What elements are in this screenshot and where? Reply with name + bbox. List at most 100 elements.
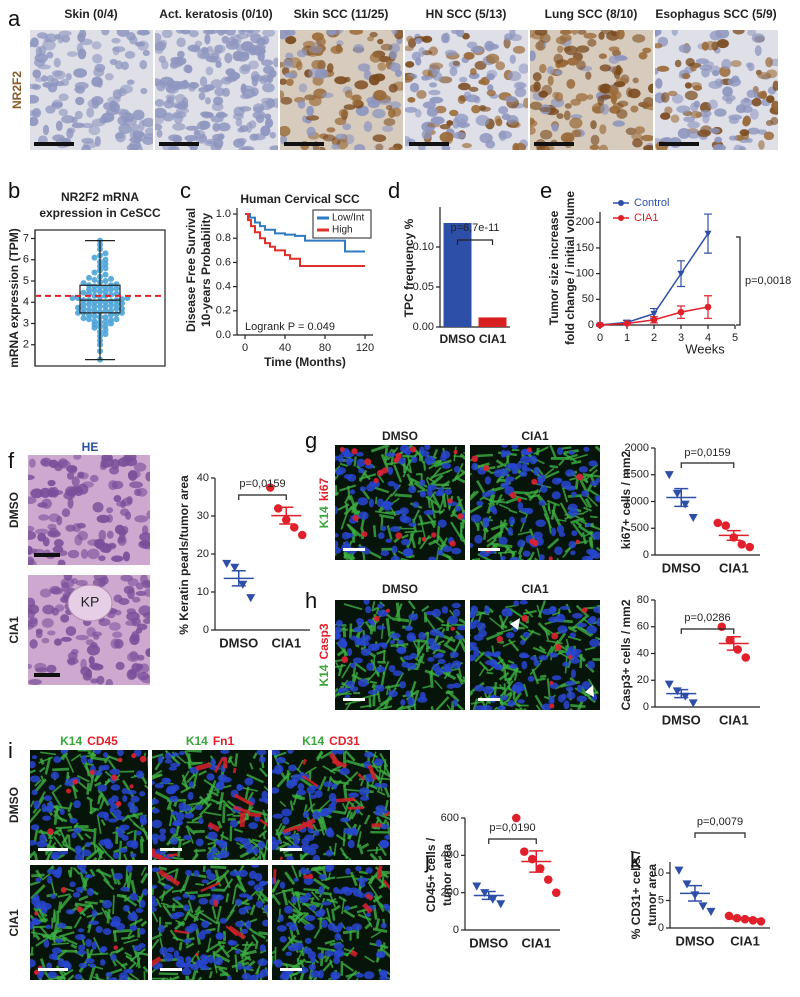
nucleus (677, 128, 691, 139)
nucleus (252, 847, 259, 855)
nucleus (245, 45, 255, 54)
red-signal (384, 810, 390, 817)
red-signal (272, 869, 277, 884)
fiber (88, 965, 96, 980)
nucleus (613, 81, 626, 88)
fiber (152, 773, 161, 781)
x-tick-label: DMSO (662, 712, 701, 727)
annotation: KP (81, 594, 100, 610)
nucleus (67, 549, 80, 559)
nucleus (32, 84, 42, 90)
nucleus (318, 874, 327, 880)
fiber (30, 953, 34, 956)
panel-label: i (8, 738, 13, 763)
micrograph-content (152, 750, 268, 860)
nucleus (550, 527, 557, 537)
fiber (41, 873, 51, 881)
nucleus (54, 604, 65, 612)
nucleus (286, 78, 294, 86)
nucleus (358, 893, 366, 898)
nucleus (135, 582, 144, 590)
fiber (72, 866, 81, 876)
nucleus (98, 765, 106, 772)
nucleus (114, 60, 123, 70)
nucleus (28, 609, 36, 619)
fiber (198, 795, 211, 808)
nucleus (586, 660, 595, 670)
nucleus (235, 920, 245, 928)
nucleus (136, 30, 151, 36)
red-signal (421, 536, 427, 542)
red-signal (496, 635, 503, 643)
marker (721, 521, 731, 530)
axis-label: % Keratin pearls/tumor area (177, 475, 191, 635)
nucleus (597, 84, 610, 93)
fiber (308, 771, 312, 781)
nucleus (400, 699, 406, 706)
nucleus (387, 466, 394, 476)
fiber (231, 885, 237, 905)
nucleus (414, 38, 423, 45)
nucleus (28, 559, 37, 565)
data-point (97, 288, 103, 295)
marker (535, 864, 545, 873)
nucleus (405, 106, 418, 113)
fiber (216, 820, 223, 829)
nucleus (405, 61, 415, 68)
nucleus (418, 47, 426, 57)
fiber (377, 773, 384, 791)
nucleus (251, 76, 259, 87)
fiber (88, 808, 97, 815)
data-point (108, 275, 114, 282)
nucleus (145, 471, 150, 482)
fiber (407, 479, 415, 487)
nucleus (661, 92, 670, 103)
y-tick-label: 40 (197, 472, 209, 484)
fiber (310, 890, 320, 901)
nucleus (280, 125, 291, 137)
nucleus (564, 103, 572, 109)
nucleus (224, 30, 236, 36)
nucleus (335, 532, 339, 538)
nucleus (287, 750, 294, 754)
nucleus (94, 135, 101, 147)
y-tick-label: 10 (652, 867, 664, 879)
nucleus (428, 89, 441, 96)
fiber (570, 517, 585, 525)
red-signal (195, 762, 212, 772)
nucleus (45, 924, 51, 930)
fiber (594, 445, 600, 453)
nucleus (78, 472, 89, 480)
nucleus (57, 559, 66, 565)
red-signal (331, 759, 348, 769)
nucleus (206, 773, 215, 781)
fiber (156, 871, 162, 882)
fiber (581, 532, 587, 545)
fiber (317, 946, 336, 952)
nucleus (56, 515, 63, 526)
nucleus (213, 894, 224, 901)
nucleus (587, 38, 597, 47)
red-signal (72, 778, 79, 785)
nucleus (349, 489, 356, 495)
red-signal (453, 449, 458, 455)
nucleus (331, 143, 341, 150)
fiber (329, 959, 334, 968)
fiber (432, 510, 443, 514)
nucleus (114, 524, 125, 535)
nucleus (33, 800, 41, 810)
fiber (310, 896, 315, 904)
nucleus (373, 89, 387, 101)
fiber (522, 708, 527, 710)
nucleus (80, 548, 89, 559)
fiber (567, 635, 582, 642)
fiber (372, 894, 383, 903)
nucleus (298, 83, 308, 93)
fiber (498, 614, 504, 624)
nucleus (66, 465, 78, 473)
nucleus (253, 884, 264, 892)
nucleus (389, 50, 398, 60)
data-point (113, 316, 120, 323)
nucleus (519, 600, 528, 605)
data-point (102, 265, 109, 272)
